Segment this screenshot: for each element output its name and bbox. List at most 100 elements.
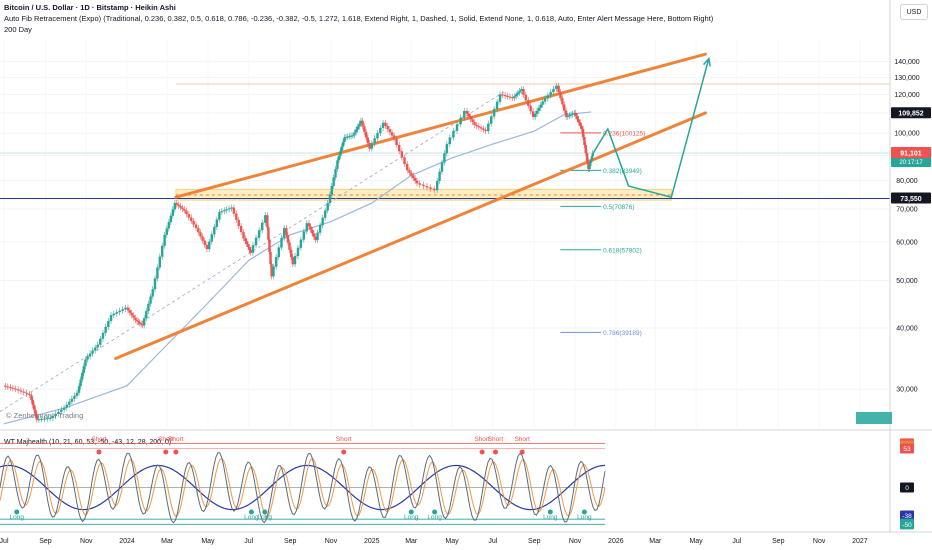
projection-path-line[interactable] bbox=[592, 58, 710, 199]
candle-body bbox=[516, 92, 520, 95]
candle-body bbox=[35, 414, 38, 420]
candle-body bbox=[571, 113, 574, 115]
candle-body bbox=[124, 307, 127, 310]
candle-body bbox=[242, 232, 245, 239]
wt-signal-label: Short bbox=[514, 436, 530, 443]
candle-body bbox=[484, 129, 487, 132]
candle-body bbox=[183, 209, 186, 211]
candle-body bbox=[158, 256, 162, 268]
candle-body bbox=[126, 307, 130, 311]
candle-body bbox=[213, 226, 216, 235]
dashed-trendline[interactable] bbox=[0, 90, 506, 412]
y-tick-label: 50,000 bbox=[896, 278, 918, 285]
y-tick-label: 70,000 bbox=[896, 207, 918, 214]
candle-body bbox=[330, 185, 333, 195]
x-tick-label: 2027 bbox=[852, 538, 868, 545]
candle-body bbox=[351, 135, 355, 137]
x-tick-label: Mar bbox=[161, 538, 174, 545]
candle-body bbox=[88, 353, 92, 357]
price-tag bbox=[891, 147, 931, 159]
wt-signal-marker bbox=[341, 449, 347, 455]
wt-axis-tag bbox=[900, 519, 914, 530]
candle-body bbox=[569, 114, 573, 116]
candle-body bbox=[285, 228, 288, 236]
wt-signal-label: Short bbox=[168, 436, 184, 443]
candle-body bbox=[475, 124, 478, 127]
currency-button[interactable]: USD bbox=[900, 4, 928, 20]
candle-body bbox=[541, 101, 544, 105]
x-tick-label: Jul bbox=[488, 538, 497, 545]
candle-body bbox=[142, 318, 146, 326]
candle-body bbox=[62, 407, 66, 410]
candle-body bbox=[364, 131, 368, 138]
candle-body bbox=[337, 155, 341, 161]
candle-body bbox=[205, 244, 209, 250]
candle-body bbox=[508, 96, 512, 98]
candle-body bbox=[395, 138, 398, 145]
candle-body bbox=[495, 101, 499, 110]
countdown-text: 20:17:17 bbox=[899, 160, 923, 166]
candle-body bbox=[270, 264, 273, 277]
candle-body bbox=[340, 146, 343, 152]
wt-signal-label: Long bbox=[543, 514, 558, 521]
fib-indicator-label[interactable]: Auto Fib Retracement (Expo) (Traditional… bbox=[4, 14, 714, 23]
x-tick-label: May bbox=[689, 538, 703, 545]
candle-body bbox=[580, 125, 583, 129]
candle-body bbox=[358, 123, 361, 127]
wt-axis-tag bbox=[900, 443, 914, 454]
candle-body bbox=[169, 215, 173, 223]
candle-body bbox=[84, 359, 87, 367]
candle-body bbox=[274, 257, 278, 267]
candle-body bbox=[245, 241, 248, 245]
candle-body bbox=[68, 401, 71, 405]
ma-200-polyline[interactable] bbox=[3, 111, 592, 425]
candle-body bbox=[432, 188, 436, 191]
candle-body bbox=[368, 143, 371, 149]
wt-signal-label: Long bbox=[427, 514, 442, 521]
candle-body bbox=[269, 251, 272, 265]
candle-body bbox=[537, 107, 541, 111]
candle-body bbox=[429, 187, 432, 189]
candle-body bbox=[581, 128, 585, 137]
channel-lower-line[interactable] bbox=[174, 111, 707, 335]
candle-body bbox=[40, 419, 43, 421]
candle-body bbox=[210, 234, 213, 242]
candle-body bbox=[194, 224, 198, 229]
candle-body bbox=[73, 395, 76, 399]
candle-body bbox=[34, 409, 37, 415]
candle-body bbox=[37, 419, 41, 421]
candle-body bbox=[400, 151, 404, 158]
candle-body bbox=[149, 296, 152, 304]
candle-body bbox=[77, 386, 81, 393]
fib-level-label: 0.786(39189) bbox=[603, 330, 642, 337]
y-tick-label: 40,000 bbox=[896, 326, 918, 333]
candle-body bbox=[543, 98, 547, 102]
wt-indicator-label[interactable]: WT Majhealth (10, 21, 60, 53, -50, -43, … bbox=[4, 439, 171, 446]
candle-body bbox=[48, 418, 52, 420]
candle-body bbox=[535, 110, 539, 114]
candle-body bbox=[288, 242, 291, 250]
x-tick-label: Jul bbox=[732, 538, 741, 545]
candle-body bbox=[561, 98, 564, 105]
ma-indicator-label[interactable]: 200 Day bbox=[4, 25, 32, 34]
y-tick-label: 140,000 bbox=[894, 59, 919, 66]
candle-body bbox=[65, 404, 69, 408]
candle-body bbox=[534, 113, 537, 117]
wt-signal-marker bbox=[432, 509, 438, 515]
channel-lower-extension[interactable] bbox=[114, 331, 178, 360]
candle-body bbox=[373, 138, 376, 144]
candle-body bbox=[339, 151, 342, 156]
candle-body bbox=[260, 222, 264, 231]
fib-level-label: 0.618(57802) bbox=[603, 247, 642, 254]
candle-body bbox=[227, 208, 231, 210]
y-tick-label: 80,000 bbox=[896, 178, 918, 185]
candle-body bbox=[341, 142, 345, 147]
channel-upper-line[interactable] bbox=[174, 52, 707, 199]
x-tick-label: Sep bbox=[284, 538, 297, 545]
candle-body bbox=[179, 206, 182, 208]
wt-signal-label: Short bbox=[158, 436, 174, 443]
candle-body bbox=[316, 232, 319, 241]
price-tag-text: 91,101 bbox=[900, 151, 922, 158]
